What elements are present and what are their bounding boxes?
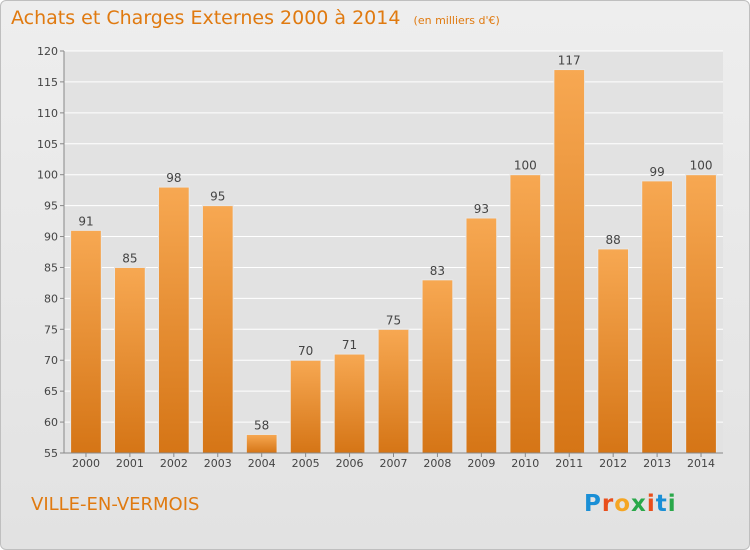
data-label-2008: 83 — [430, 264, 445, 278]
chart-subtitle: (en milliers d'€) — [413, 14, 500, 27]
logo-letter: r — [601, 491, 615, 517]
bar-2009 — [465, 217, 498, 454]
x-tick-label-2003: 2003 — [204, 457, 232, 470]
y-tick-label: 80 — [44, 292, 58, 305]
data-label-2002: 98 — [166, 171, 181, 185]
x-tick-label-2007: 2007 — [380, 457, 408, 470]
x-tick-label-2008: 2008 — [423, 457, 451, 470]
data-label-2013: 99 — [649, 165, 664, 179]
y-tick-label: 95 — [44, 200, 58, 213]
bar-2005 — [289, 359, 322, 454]
bar-2010 — [509, 174, 542, 454]
bar-2013 — [641, 180, 673, 454]
chart-title: Achats et Charges Externes 2000 à 2014 — [11, 7, 401, 29]
y-tick-label: 70 — [44, 354, 58, 367]
data-label-2003: 95 — [210, 190, 225, 204]
x-tick-label-2014: 2014 — [687, 457, 715, 470]
y-tick-label: 105 — [37, 138, 58, 151]
x-tick-label-2005: 2005 — [292, 457, 320, 470]
chart-title-block: Achats et Charges Externes 2000 à 2014 (… — [11, 7, 500, 29]
data-label-2011: 117 — [558, 54, 581, 68]
y-tick-label: 110 — [37, 107, 58, 120]
data-label-2010: 100 — [514, 159, 537, 173]
y-tick-label: 100 — [37, 169, 58, 182]
x-tick-label-2001: 2001 — [116, 457, 144, 470]
data-label-2004: 58 — [254, 418, 269, 432]
data-label-2012: 88 — [606, 233, 621, 247]
y-tick-label: 90 — [44, 231, 58, 244]
x-tick-label-2002: 2002 — [160, 457, 188, 470]
y-tick-label: 60 — [44, 416, 58, 429]
y-tick-label: 120 — [37, 45, 58, 58]
logo-letter: x — [631, 491, 647, 517]
bar-2000 — [70, 229, 102, 454]
bar-chart: 55 60 65 70 75 80 85 90 95 100 105 110 115 120 91 85 98… — [37, 45, 723, 470]
x-tick-label-2004: 2004 — [248, 457, 276, 470]
bar-2014 — [685, 174, 717, 454]
logo-letter: o — [614, 491, 632, 517]
data-label-2005: 70 — [298, 344, 313, 358]
bar-2004 — [245, 433, 278, 454]
bar-2002 — [157, 186, 190, 454]
x-tick-label-2000: 2000 — [72, 457, 100, 470]
bar-2007 — [377, 328, 410, 454]
x-tick-label-2009: 2009 — [467, 457, 495, 470]
x-tick-label-2006: 2006 — [336, 457, 364, 470]
data-label-2014: 100 — [690, 159, 713, 173]
data-label-2007: 75 — [386, 313, 401, 327]
proxiti-logo[interactable]: Proxiti — [584, 491, 677, 517]
y-tick-label: 85 — [44, 261, 58, 274]
y-tick-label: 65 — [44, 385, 58, 398]
bar-2001 — [114, 266, 146, 454]
bar-2006 — [333, 353, 366, 454]
x-tick-label-2013: 2013 — [643, 457, 671, 470]
logo-letter: t — [655, 491, 668, 517]
x-tick-label-2010: 2010 — [511, 457, 539, 470]
data-label-2000: 91 — [78, 214, 93, 228]
y-tick-label: 55 — [44, 447, 58, 460]
bar-2003 — [201, 205, 234, 454]
bar-2008 — [421, 279, 454, 454]
x-axis-ticks: 2000 2001 2002 2003 2004 2005 2006 2007 2008 2009… — [72, 453, 715, 470]
y-axis-ticks: 55 60 65 70 75 80 85 90 95 100 105 110 115 120 — [37, 45, 64, 460]
bar-2012 — [597, 248, 630, 454]
bar-2011 — [553, 69, 586, 454]
x-tick-label-2011: 2011 — [555, 457, 583, 470]
data-label-2001: 85 — [122, 251, 137, 265]
y-tick-label: 115 — [37, 76, 58, 89]
x-tick-label-2012: 2012 — [599, 457, 627, 470]
data-label-2006: 71 — [342, 338, 357, 352]
y-tick-label: 75 — [44, 323, 58, 336]
data-label-2009: 93 — [474, 202, 489, 216]
logo-letter: i — [646, 491, 656, 517]
logo-letter: P — [584, 491, 602, 517]
town-name: VILLE-EN-VERMOIS — [31, 494, 200, 515]
logo-letter: i — [667, 491, 677, 517]
